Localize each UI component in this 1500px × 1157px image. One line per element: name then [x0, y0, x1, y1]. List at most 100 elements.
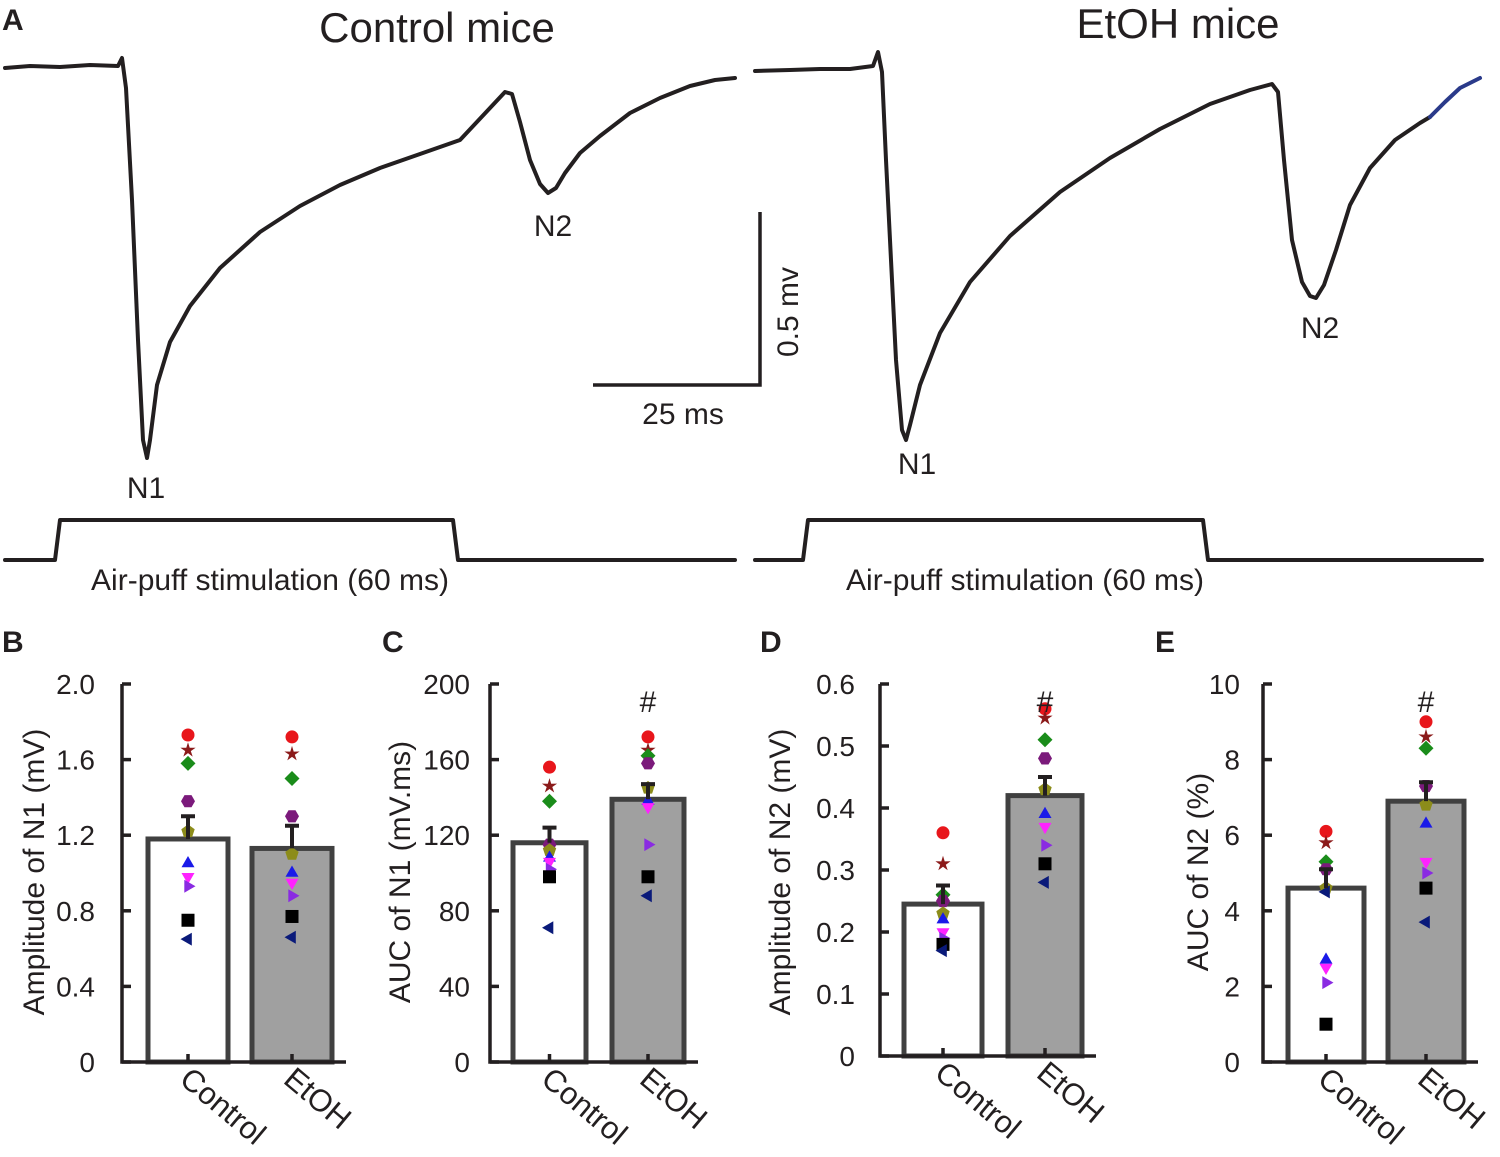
data-point-control — [180, 742, 196, 757]
y-tick-label: 0.1 — [816, 979, 855, 1010]
error-bar — [542, 825, 557, 843]
panel-c-ylabel: AUC of N1 (mV.ms) — [384, 741, 417, 1003]
data-point-etoh — [1038, 857, 1052, 871]
data-point-control — [935, 944, 947, 958]
data-point-etoh — [1041, 838, 1053, 852]
x-category-label: Control — [1312, 1061, 1411, 1152]
data-point-control — [181, 913, 195, 927]
data-point-etoh — [1419, 715, 1433, 729]
x-category-label: Control — [535, 1061, 634, 1152]
bar-control — [1285, 885, 1367, 1065]
etoh-stimulus-trace — [753, 518, 1484, 562]
data-point-etoh — [1418, 728, 1434, 744]
data-point-etoh — [641, 803, 655, 815]
bar-etoh — [1005, 793, 1085, 1059]
panel-c-plot: #0 40 80 120 160 200 Control EtOH — [423, 669, 714, 1152]
data-point-etoh — [640, 889, 652, 903]
error-bar — [1419, 780, 1433, 802]
data-point-control — [543, 870, 556, 884]
data-point-etoh — [285, 730, 299, 744]
scale-bar-voltage: 0.5 mv — [772, 267, 805, 357]
y-tick-label: 0.4 — [816, 793, 855, 824]
panel-a: A Control mice EtOH mice N1 N2 N1 N2 0.5… — [2, 0, 1484, 597]
panel-e-ylabel: AUC of N2 (%) — [1182, 773, 1215, 971]
etoh-n2-label: N2 — [1301, 312, 1339, 345]
y-tick-label: 2 — [1224, 971, 1240, 1002]
data-point-etoh — [285, 878, 299, 890]
data-point-etoh — [284, 930, 296, 944]
data-point-control — [184, 879, 196, 893]
etoh-n1-label: N1 — [898, 448, 936, 481]
panel-c-letter: C — [382, 626, 404, 659]
panel-b-letter: B — [2, 626, 24, 659]
data-point-etoh — [285, 865, 299, 877]
panel-b-ylabel: Amplitude of N1 (mV) — [18, 729, 51, 1016]
data-point-etoh — [1419, 857, 1433, 870]
control-n2-label: N2 — [534, 210, 572, 243]
y-tick-label: 0.4 — [56, 971, 95, 1002]
panel-b-plot: 0 0.4 0.8 1.2 1.6 2.0 Control EtOH — [56, 669, 358, 1152]
data-point-etoh — [1419, 816, 1433, 828]
panel-e-letter: E — [1155, 626, 1175, 659]
data-point-etoh — [1037, 875, 1049, 889]
y-tick-label: 160 — [423, 745, 470, 776]
y-tick-label: 8 — [1224, 745, 1240, 776]
y-tick-label: 1.6 — [56, 745, 95, 776]
data-point-etoh — [1419, 881, 1433, 895]
y-tick-label: 0.3 — [816, 855, 855, 886]
data-point-etoh — [285, 810, 299, 823]
data-point-etoh — [1422, 866, 1434, 880]
y-tick-label: 80 — [439, 896, 470, 927]
error-bar — [181, 814, 195, 839]
etoh-trace-tail — [1428, 76, 1482, 119]
data-point-etoh — [644, 838, 656, 852]
data-point-etoh — [1038, 702, 1052, 716]
data-point-control — [180, 755, 196, 771]
data-point-control — [542, 843, 557, 856]
data-point-control — [1318, 834, 1334, 850]
data-point-control — [181, 728, 195, 742]
data-point-etoh — [1037, 732, 1053, 748]
y-tick-label: 0 — [79, 1047, 95, 1078]
error-bar — [641, 782, 655, 800]
etoh-field-potential-trace — [753, 50, 1432, 442]
y-tick-label: 0.8 — [56, 896, 95, 927]
data-point-control — [542, 921, 554, 935]
y-tick-label: 0 — [839, 1041, 855, 1072]
data-point-etoh — [288, 889, 300, 903]
etoh-stimulus-label: Air-puff stimulation (60 ms) — [846, 564, 1204, 597]
panel-e-plot: #0 2 4 6 8 10 Control EtOH — [1209, 669, 1492, 1152]
data-point-etoh — [1418, 915, 1430, 929]
data-point-etoh — [284, 771, 300, 786]
y-tick-label: 1.2 — [56, 820, 95, 851]
control-trace-title: Control mice — [319, 4, 555, 51]
data-point-control — [936, 826, 950, 840]
control-stimulus-trace — [3, 518, 737, 562]
data-point-etoh — [1418, 740, 1434, 756]
error-bar — [1038, 775, 1052, 796]
panel-d-plot: #0 0.1 0.2 0.3 0.4 0.5 0.6 Control EtOH — [816, 669, 1111, 1146]
bar-control — [145, 836, 231, 1065]
error-bar — [936, 883, 950, 905]
x-category-label: EtOH — [1412, 1061, 1493, 1137]
y-tick-label: 0.2 — [816, 917, 855, 948]
data-point-etoh — [641, 730, 655, 744]
data-point-control — [935, 855, 951, 871]
data-point-control — [181, 856, 195, 868]
data-point-control — [1319, 963, 1333, 975]
data-point-etoh — [641, 793, 655, 805]
data-point-control — [543, 857, 556, 870]
panel-b: B Amplitude of N1 (mV) 0 0.4 0.8 1.2 1.6 2.0 C… — [2, 626, 358, 1152]
data-point-etoh — [1038, 806, 1052, 818]
error-bar — [1319, 867, 1333, 889]
x-category-label: EtOH — [634, 1061, 715, 1137]
x-category-label: Control — [174, 1061, 273, 1152]
etoh-trace-title: EtOH mice — [1076, 0, 1279, 47]
x-category-label: EtOH — [278, 1061, 359, 1137]
data-point-control — [543, 760, 556, 774]
y-tick-label: 0 — [1224, 1047, 1240, 1078]
data-point-etoh — [641, 870, 655, 884]
control-stimulus-label: Air-puff stimulation (60 ms) — [91, 564, 449, 597]
y-tick-label: 0.5 — [816, 731, 855, 762]
y-tick-label: 120 — [423, 820, 470, 851]
